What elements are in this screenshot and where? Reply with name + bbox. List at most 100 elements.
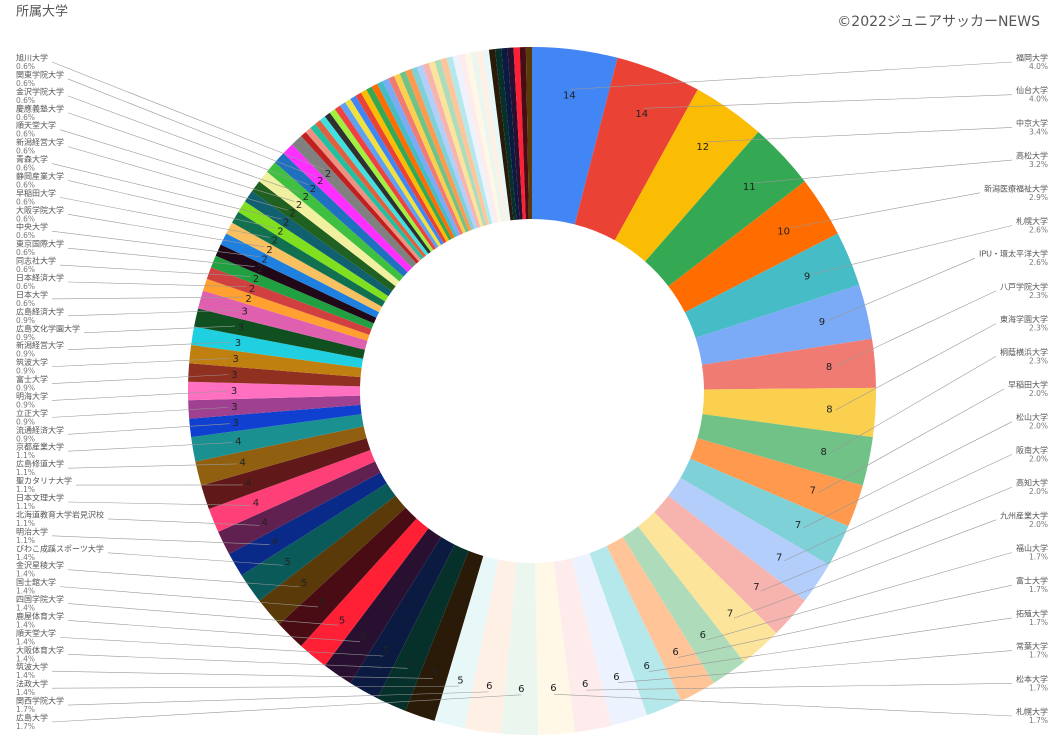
value-label: 3 bbox=[231, 370, 237, 381]
slice-name-label: 早稲田大学 bbox=[1008, 380, 1048, 390]
slice-share-label: 2.0% bbox=[1029, 422, 1048, 431]
leader-line bbox=[107, 518, 260, 526]
slice-name-label: 四国学院大学 bbox=[16, 594, 64, 604]
leader-line bbox=[67, 620, 361, 642]
slice bbox=[501, 562, 539, 735]
leader-line bbox=[67, 463, 237, 469]
leader-line bbox=[67, 341, 232, 350]
slice bbox=[339, 102, 439, 249]
slice bbox=[440, 57, 490, 226]
value-label: 2 bbox=[253, 274, 259, 285]
slice-name-label: 大阪学院大学 bbox=[16, 205, 64, 215]
slice-share-label: 0.9% bbox=[16, 400, 35, 409]
slice bbox=[324, 112, 431, 254]
slice bbox=[488, 48, 514, 221]
slice-share-label: 0.6% bbox=[16, 79, 35, 88]
slice-share-label: 0.6% bbox=[16, 113, 35, 122]
slice bbox=[329, 109, 434, 252]
slice-name-label: 順天堂大学 bbox=[16, 120, 56, 130]
leader-line bbox=[618, 650, 1013, 683]
leader-line bbox=[553, 693, 1013, 717]
value-label: 2 bbox=[289, 209, 295, 220]
slice-name-label: 東京国際大学 bbox=[16, 239, 64, 249]
slice bbox=[310, 123, 424, 260]
slice bbox=[229, 472, 387, 576]
slice bbox=[355, 92, 447, 244]
slice bbox=[399, 71, 469, 233]
slice bbox=[220, 233, 380, 318]
slice-name-label: 日本文理大学 bbox=[16, 493, 64, 503]
slice-share-label: 1.4% bbox=[16, 654, 35, 663]
slice-share-label: 2.0% bbox=[1029, 454, 1048, 463]
slice-name-label: 富士大学 bbox=[1016, 576, 1048, 586]
slice-name-label: 関東学院大学 bbox=[16, 69, 64, 79]
slice bbox=[334, 105, 436, 251]
slice-share-label: 3.2% bbox=[1029, 160, 1048, 169]
value-label: 7 bbox=[753, 582, 759, 593]
slice bbox=[251, 181, 396, 292]
slice-name-label: 東海学園大学 bbox=[1000, 314, 1048, 324]
slice bbox=[405, 68, 472, 232]
value-label: 5 bbox=[407, 658, 413, 669]
slice-name-label: 静岡産業大学 bbox=[16, 171, 64, 181]
slice bbox=[226, 222, 383, 313]
slice-name-label: 拓殖大学 bbox=[1016, 608, 1048, 618]
leader-line bbox=[51, 670, 433, 679]
slice bbox=[319, 116, 429, 256]
leader-line bbox=[67, 180, 276, 229]
slice-share-label: 1.4% bbox=[16, 637, 35, 646]
leader-line bbox=[51, 694, 522, 723]
value-label: 2 bbox=[310, 184, 316, 195]
slice-share-label: 1.1% bbox=[16, 468, 35, 477]
value-label: 11 bbox=[743, 182, 756, 193]
slice bbox=[428, 61, 484, 227]
slice bbox=[305, 127, 422, 262]
slice-share-label: 2.6% bbox=[1029, 226, 1048, 235]
leader-line bbox=[59, 637, 384, 657]
slice bbox=[684, 233, 860, 338]
value-label: 7 bbox=[776, 552, 782, 563]
slice-share-label: 2.0% bbox=[1029, 389, 1048, 398]
slice bbox=[654, 495, 805, 634]
slice-name-label: 広島修道大学 bbox=[16, 459, 64, 469]
slice bbox=[345, 98, 442, 247]
leader-line bbox=[827, 257, 976, 321]
value-label: 5 bbox=[339, 616, 345, 627]
leader-line bbox=[67, 654, 408, 669]
slice-share-label: 1.7% bbox=[1029, 651, 1048, 660]
leader-line bbox=[678, 584, 1013, 658]
slice bbox=[393, 73, 466, 234]
leader-line bbox=[586, 683, 1013, 691]
slice-name-label: 聖カタリナ大学 bbox=[16, 476, 72, 486]
slice bbox=[690, 438, 863, 527]
slice bbox=[532, 47, 618, 225]
slice-share-label: 2.0% bbox=[1029, 487, 1048, 496]
slice-name-label: 同志社大学 bbox=[16, 256, 56, 266]
slice bbox=[201, 438, 371, 509]
slice-name-label: 流通経済大学 bbox=[16, 425, 64, 435]
leader-line bbox=[59, 197, 270, 238]
slice-name-label: 筑波大学 bbox=[16, 357, 48, 367]
value-label: 2 bbox=[272, 235, 278, 246]
value-label: 9 bbox=[819, 317, 825, 328]
slice bbox=[259, 171, 400, 287]
leader-line bbox=[51, 685, 460, 689]
slice-share-label: 0.6% bbox=[16, 248, 35, 257]
leader-line bbox=[83, 325, 236, 334]
slice bbox=[366, 86, 452, 241]
leader-line bbox=[812, 225, 1013, 275]
value-label: 3 bbox=[242, 307, 248, 318]
leader-line bbox=[67, 603, 339, 626]
slice-share-label: 1.7% bbox=[1029, 553, 1048, 562]
slice bbox=[377, 544, 469, 711]
slice-name-label: 北海道教育大学岩見沢校 bbox=[16, 509, 104, 519]
value-label: 4 bbox=[272, 537, 278, 548]
slice bbox=[206, 267, 372, 335]
leader-line bbox=[829, 356, 997, 454]
slice-share-label: 0.6% bbox=[16, 231, 35, 240]
slice bbox=[434, 59, 487, 227]
value-label: 4 bbox=[261, 518, 267, 529]
value-label: 5 bbox=[360, 632, 366, 643]
value-label: 6 bbox=[550, 683, 556, 694]
